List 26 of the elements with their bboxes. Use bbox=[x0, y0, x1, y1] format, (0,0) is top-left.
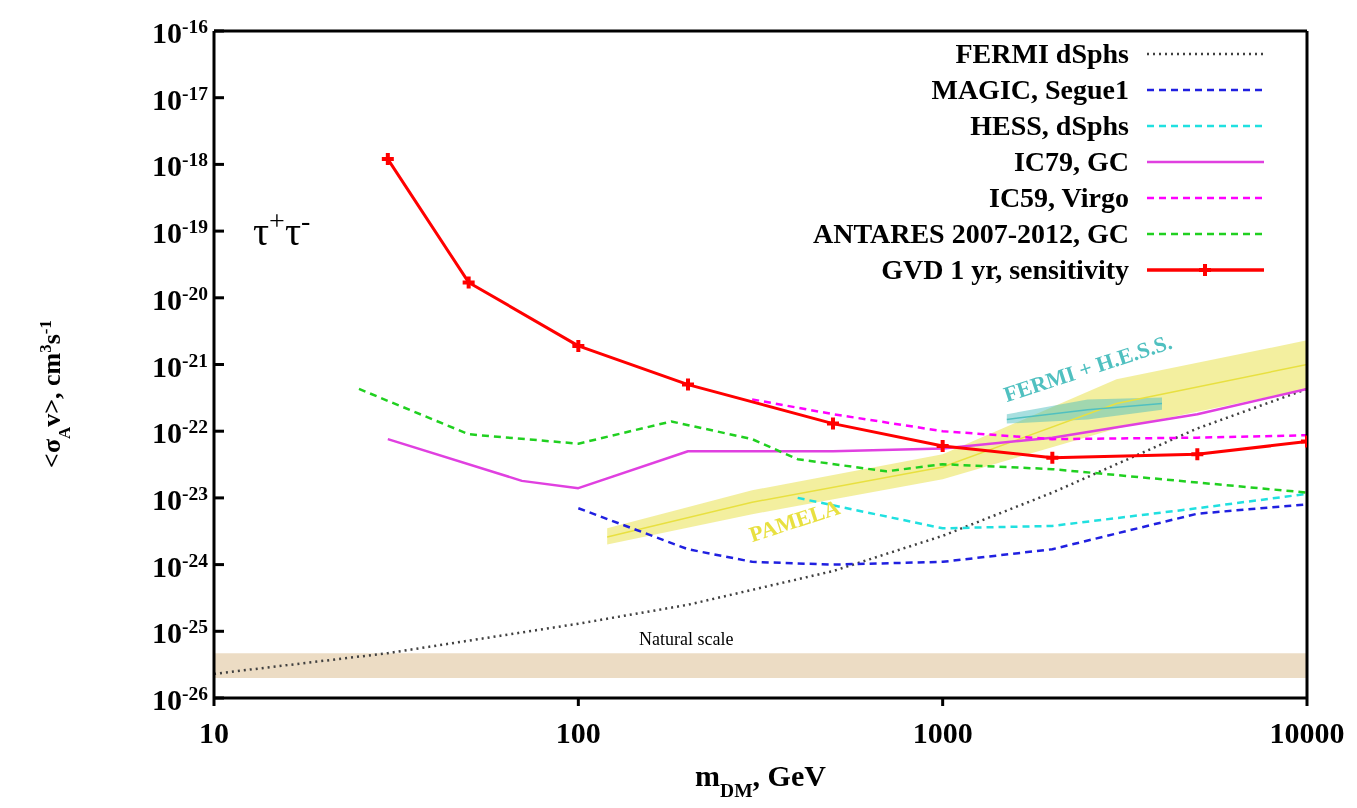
y-tick-label: 10$^{-20}$ bbox=[152, 282, 208, 316]
y-tick-label: 10$^{-19}$ bbox=[152, 215, 209, 250]
legend-label: FERMI dSphs bbox=[955, 38, 1129, 69]
x-tick-label: 100 bbox=[555, 716, 601, 750]
y-tick-label: 10$^{-21}$ bbox=[152, 349, 208, 383]
x-axis-title: m$_{DM}$, GeV bbox=[695, 759, 827, 801]
x-tick-label: 1000 bbox=[912, 716, 973, 750]
legend-label: MAGIC, Segue1 bbox=[931, 74, 1129, 105]
legend-label: IC79, GC bbox=[1013, 146, 1129, 177]
legend-label: HESS, dSphs bbox=[970, 110, 1129, 141]
y-tick-label: 10$^{-24}$ bbox=[152, 549, 209, 583]
x-tick-label: 10 bbox=[199, 716, 229, 750]
y-tick-label: 10$^{-16}$ bbox=[152, 15, 209, 49]
band-label: Natural scale bbox=[639, 628, 734, 649]
y-tick-label: 10$^{-17}$ bbox=[152, 82, 209, 116]
y-tick-label: 10$^{-18}$ bbox=[152, 148, 209, 183]
y-tick-label: 10$^{-23}$ bbox=[152, 482, 209, 516]
y-tick-label: 10$^{-22}$ bbox=[152, 415, 208, 450]
x-tick-label: 10000 bbox=[1269, 716, 1345, 750]
legend-label: GVD 1 yr, sensitivity bbox=[881, 254, 1129, 285]
legend-label: IC59, Virgo bbox=[989, 182, 1129, 213]
legend-label: ANTARES 2007-2012, GC bbox=[812, 218, 1129, 249]
text: FERMI + H.E.S.S. bbox=[1000, 329, 1175, 407]
annotation: τ$^{+}$τ$^{-}$ bbox=[253, 204, 311, 254]
y-tick-label: 10$^{-26}$ bbox=[152, 682, 209, 716]
y-tick-label: 10$^{-25}$ bbox=[152, 615, 209, 650]
